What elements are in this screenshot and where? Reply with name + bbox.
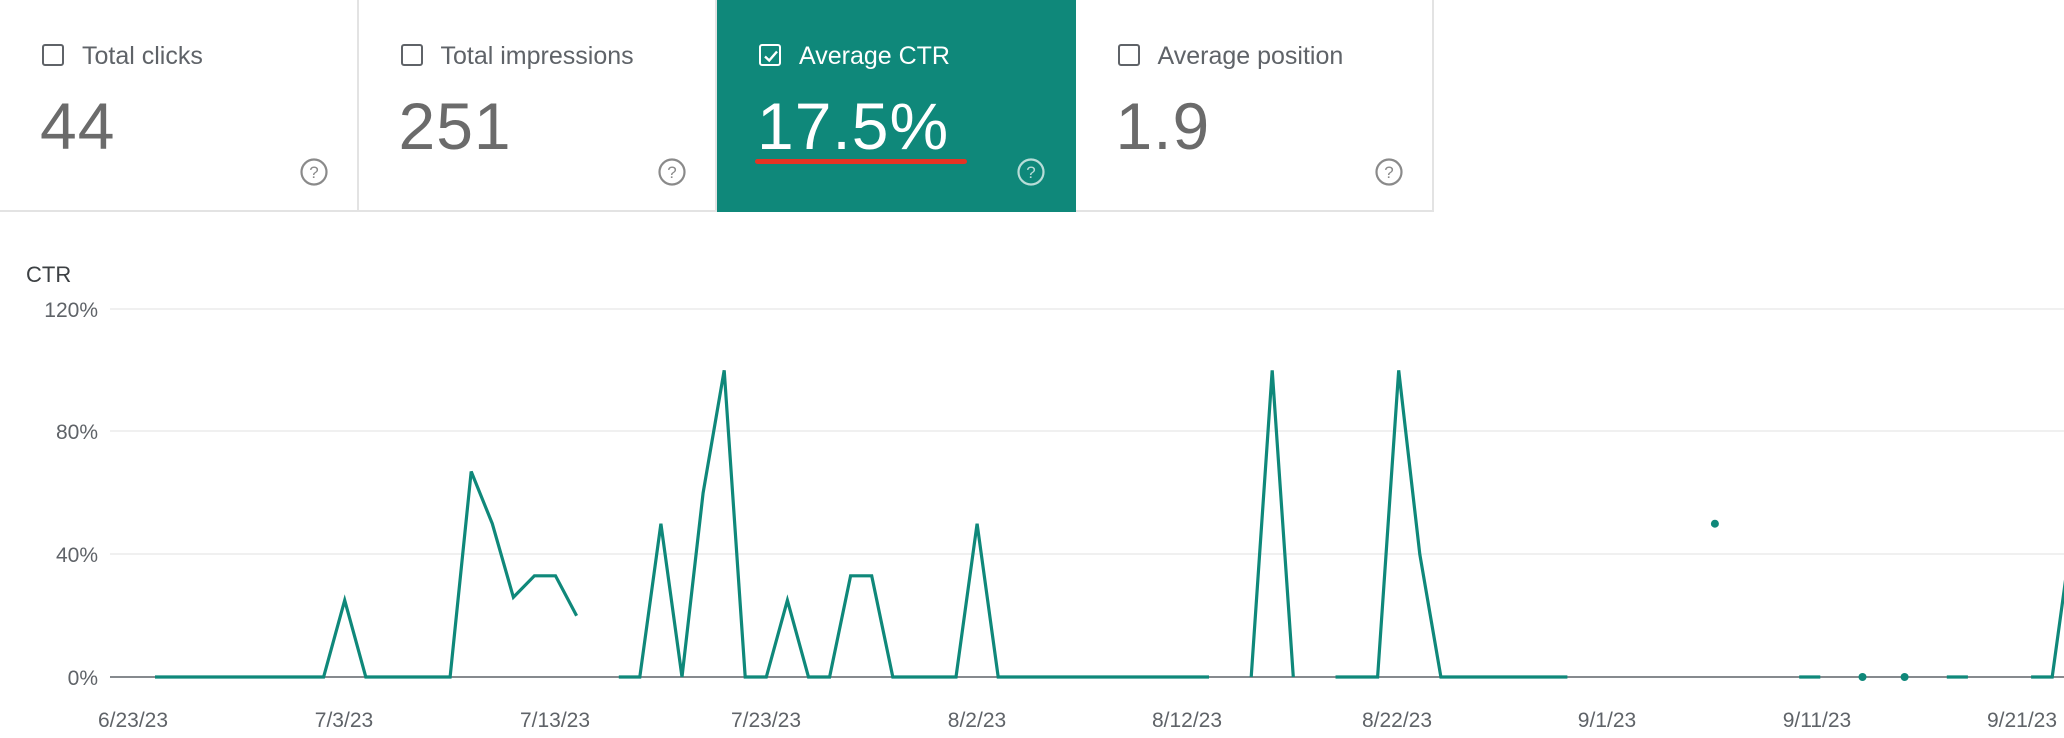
checkbox-unchecked-icon[interactable]: [42, 44, 64, 66]
data-point: [1710, 519, 1719, 528]
metric-card-average-position[interactable]: Average position 1.9 ?: [1075, 0, 1434, 212]
metric-value: 44: [40, 89, 116, 163]
y-tick-label: 80%: [56, 421, 98, 444]
x-tick-label: 8/12/23: [1152, 709, 1222, 732]
svg-text:?: ?: [1384, 163, 1393, 182]
x-tick-label: 8/22/23: [1362, 709, 1432, 732]
svg-text:?: ?: [1026, 163, 1035, 182]
help-icon[interactable]: ?: [299, 157, 329, 187]
x-tick-label: 7/3/23: [315, 709, 373, 732]
series-line-segment: [155, 470, 579, 679]
metric-value: 251: [398, 89, 512, 163]
metric-value: 1.9: [1115, 89, 1211, 163]
metric-card-total-impressions[interactable]: Total impressions 251 ?: [358, 0, 717, 212]
checkbox-unchecked-icon[interactable]: [1117, 44, 1140, 66]
x-tick-label: 8/2/23: [948, 709, 1006, 732]
series-line-segment: [1249, 370, 1295, 678]
svg-text:?: ?: [309, 163, 318, 182]
x-tick-label: 9/1/23: [1578, 709, 1636, 732]
highlight-underline: [755, 159, 967, 164]
metric-label: Average CTR: [799, 42, 950, 70]
help-icon[interactable]: ?: [657, 157, 687, 187]
metric-cards: Total clicks 44 ? Total impressions 251 …: [0, 0, 1434, 212]
metric-card-average-ctr[interactable]: Average CTR 17.5% ?: [717, 0, 1076, 212]
x-tick-label: 6/23/23: [98, 709, 168, 732]
x-tick-label: 9/21/23: [1987, 709, 2057, 732]
checkbox-unchecked-icon[interactable]: [400, 44, 423, 66]
metric-value: 17.5%: [757, 89, 950, 163]
x-tick-label: 7/23/23: [731, 709, 801, 732]
x-tick-label: 7/13/23: [520, 709, 590, 732]
metric-label: Total impressions: [440, 42, 634, 70]
y-tick-label: 40%: [56, 544, 98, 567]
x-tick-label: 9/11/23: [1783, 709, 1852, 732]
series-line-segment: [2031, 579, 2064, 679]
metric-label: Average position: [1157, 42, 1344, 70]
checkbox-checked-icon[interactable]: [759, 44, 781, 66]
y-axis-title: CTR: [26, 262, 72, 287]
series-line-segment: [618, 370, 1209, 679]
y-tick-label: 120%: [44, 299, 98, 322]
data-point: [1900, 673, 1909, 681]
metric-card-total-clicks[interactable]: Total clicks 44 ?: [0, 0, 359, 212]
svg-text:?: ?: [667, 163, 676, 182]
ctr-line-chart[interactable]: 120% 80% 40% 0%6/23/23 7/3/23 7/13/23 7/23/23 8…: [0, 250, 2064, 738]
series-line-segment: [1335, 370, 1568, 679]
data-point: [1858, 673, 1867, 681]
help-icon[interactable]: ?: [1374, 157, 1404, 187]
y-tick-label: 0%: [68, 667, 98, 690]
metric-label: Total clicks: [82, 42, 203, 70]
help-icon[interactable]: ?: [1016, 157, 1046, 187]
